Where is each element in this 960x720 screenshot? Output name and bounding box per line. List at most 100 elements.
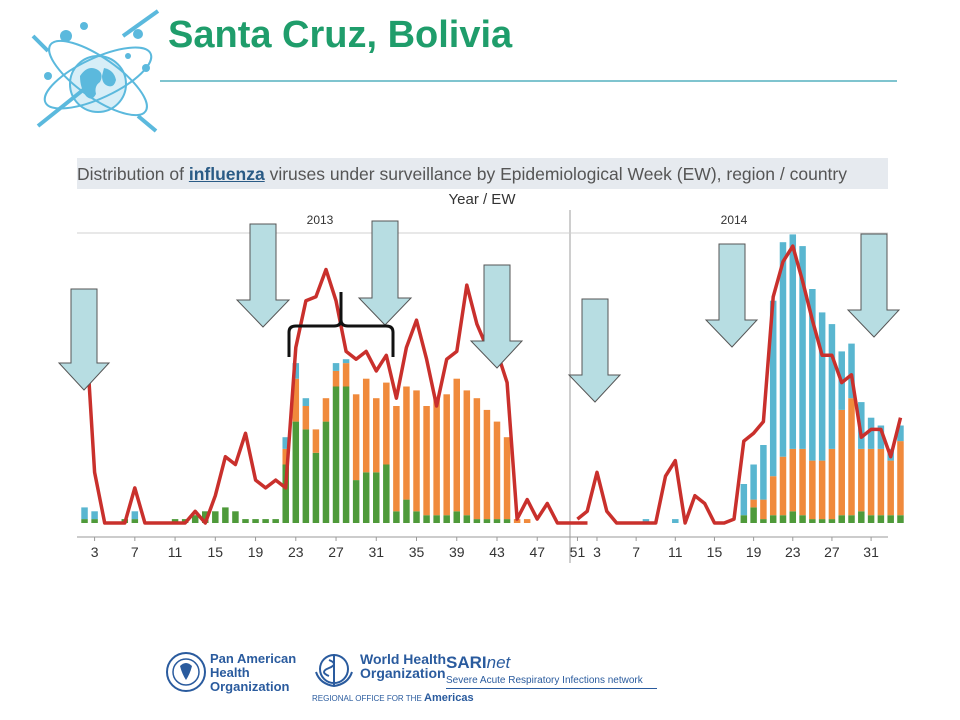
bar-green-2014-ew28 (838, 515, 845, 523)
bar-blue-2014-ew27 (828, 324, 836, 449)
x-tick-label: 39 (449, 544, 465, 560)
bar-orange-2014-ew29 (848, 398, 855, 516)
bar-orange-2013-ew23 (292, 378, 300, 422)
bar-orange-2014-ew25 (809, 460, 816, 520)
bar-orange-2014-ew31 (867, 448, 875, 516)
bar-orange-2013-ew36 (423, 406, 430, 516)
x-tick-label: 19 (248, 544, 264, 560)
bar-blue-2014-ew25 (809, 289, 816, 461)
bar-green-2014-ew23 (789, 511, 797, 523)
influenza-chart: Year / EW 2013 2014 3 7 11 15 19 23 27 31 35 39 43… (57, 191, 904, 563)
bar-orange-2013-ew40 (463, 390, 471, 516)
bar-orange-2014-ew26 (818, 460, 826, 520)
sarinet-title: SARInet (446, 653, 510, 673)
paho-name: Pan American Health Organization (210, 652, 296, 694)
x-tick-label: 7 (131, 544, 139, 560)
paho-line-3: Organization (210, 679, 290, 694)
bar-orange-2014-ew30 (858, 448, 865, 512)
bar-green-2013-ew39 (453, 511, 460, 523)
bar-green-2013-ew31 (373, 472, 380, 523)
who-regional-prefix: REGIONAL OFFICE FOR THE (312, 694, 422, 703)
bar-orange-2014-ew19 (750, 499, 757, 508)
bar-green-2013-ew21 (272, 519, 279, 523)
sarinet-title-main: SARI (446, 653, 487, 672)
down-arrow-icon (57, 288, 111, 391)
globe-icon (69, 55, 127, 113)
bar-green-2013-ew35 (413, 511, 420, 523)
bar-blue-2013-ew28 (342, 359, 350, 364)
bar-orange-2013-ew27 (332, 370, 340, 387)
bar-green-2013-ew25 (312, 452, 320, 523)
bar-green-2013-ew16 (222, 507, 229, 523)
bar-green-2013-ew36 (423, 515, 430, 523)
bar-green-2014-ew34 (897, 515, 904, 523)
bar-green-2013-ew33 (393, 511, 400, 523)
chart-heading-keyword-link[interactable]: influenza (188, 164, 265, 184)
annotation-brace (287, 292, 395, 357)
bar-orange-2013-ew25 (312, 429, 320, 453)
x-tick-label: 11 (168, 544, 183, 560)
bar-green-2013-ew37 (433, 515, 440, 523)
chart-heading-banner: Distribution of influenza viruses under … (77, 158, 888, 189)
bar-green-2014-ew29 (848, 515, 855, 523)
bar-green-2013-ew13 (191, 515, 199, 523)
x-tick-label: 23 (785, 544, 801, 560)
sarinet-subtitle: Severe Acute Respiratory Infections netw… (446, 675, 657, 689)
bar-green-2014-ew27 (828, 519, 836, 523)
bar-orange-2013-ew33 (393, 406, 400, 512)
bar-green-2014-ew21 (769, 515, 777, 523)
bar-green-2014-ew32 (877, 515, 885, 523)
bar-blue-2014-ew26 (818, 312, 826, 461)
bar-blue-2013-ew22 (282, 437, 289, 449)
bar-orange-2014-ew24 (799, 448, 806, 516)
x-tick-label: 7 (632, 544, 640, 560)
bar-blue-2014-ew29 (848, 343, 855, 399)
x-tick-label: 19 (746, 544, 762, 560)
bar-orange-2013-ew24 (302, 406, 310, 430)
bar-orange-2013-ew32 (383, 382, 390, 465)
x-tick-label: 15 (707, 544, 723, 560)
bar-blue-2014-ew34 (897, 425, 904, 442)
bar-green-2013-ew2 (81, 519, 88, 523)
bar-green-2013-ew26 (322, 421, 330, 523)
bar-orange-2014-ew23 (789, 448, 797, 512)
bar-blue-2013-ew7 (131, 511, 139, 520)
chart-heading-prefix: Distribution of (77, 164, 189, 184)
who-regional: REGIONAL OFFICE FOR THE Americas (312, 692, 474, 704)
bar-orange-2013-ew38 (443, 394, 450, 516)
bar-green-2014-ew25 (809, 519, 816, 523)
title-divider (160, 80, 897, 82)
down-arrow-icon (357, 220, 413, 326)
bar-orange-2014-ew20 (760, 499, 767, 520)
x-tick-label: 31 (368, 544, 384, 560)
slide-title: Santa Cruz, Bolivia (168, 14, 513, 56)
bar-orange-2013-ew43 (493, 421, 501, 520)
down-arrow-icon (846, 233, 901, 338)
bar-blue-2014-ew32 (877, 425, 885, 449)
bar-green-2013-ew23 (292, 421, 300, 523)
bar-green-2014-ew22 (779, 515, 787, 523)
bar-green-2014-ew18 (740, 515, 748, 523)
x-axis-title: Year / EW (449, 191, 517, 208)
down-arrow-icon (235, 223, 291, 328)
bar-orange-2013-ew45 (513, 519, 521, 523)
bar-green-2013-ew11 (171, 519, 179, 523)
who-line-2: Organization (360, 665, 446, 681)
bar-orange-2014-ew27 (828, 448, 836, 520)
paho-line-1: Pan American (210, 651, 297, 666)
total-line-2014 (576, 244, 903, 525)
bar-orange-2014-ew22 (779, 456, 787, 516)
x-tick-label: 3 (593, 544, 601, 560)
who-line-1: World Health (360, 651, 447, 667)
chart-heading-suffix: viruses under surveillance by Epidemiolo… (264, 164, 847, 184)
bar-orange-2013-ew34 (403, 386, 410, 500)
bar-green-2014-ew20 (760, 519, 767, 523)
ticks-layer: 3 7 11 15 19 23 27 31 35 39 43 47 51 3 7 11 15 19 23 27 31 (91, 537, 879, 560)
x-tick-label: 27 (328, 544, 344, 560)
bar-blue-2014-ew19 (750, 464, 757, 500)
bar-blue-2014-ew20 (760, 445, 767, 500)
down-arrow-icon (567, 298, 622, 403)
virus-icon (44, 22, 150, 80)
bar-green-2013-ew15 (212, 511, 219, 523)
bar-green-2014-ew31 (867, 515, 875, 523)
